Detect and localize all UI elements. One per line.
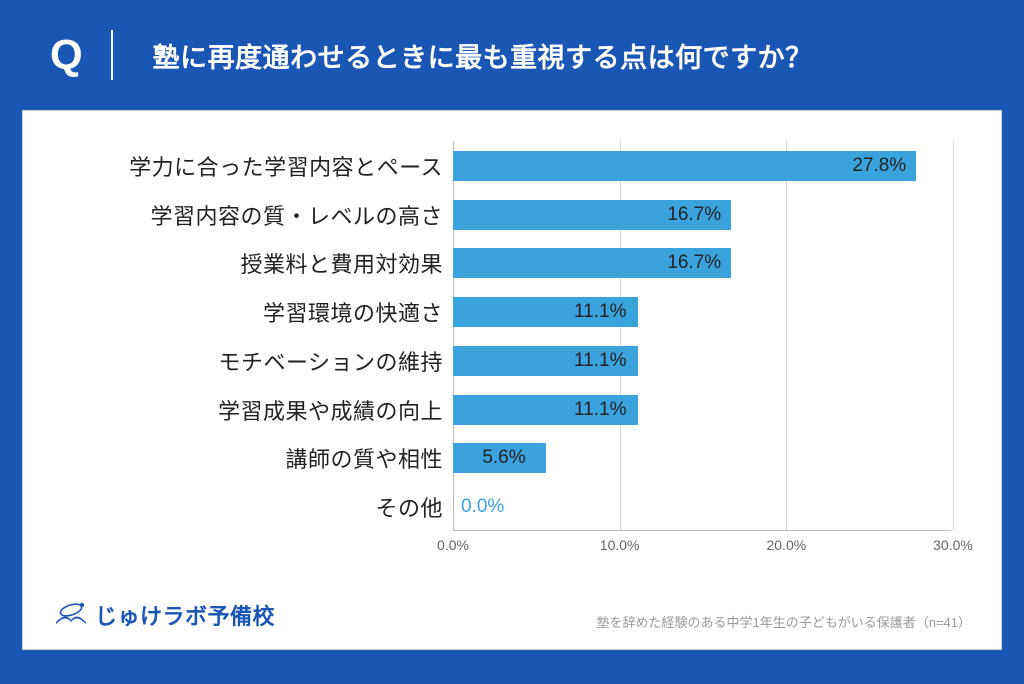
question-header: Q 塾に再度通わせるときに最も重視する点は何ですか？ (0, 0, 1024, 110)
logo: じゅけラボ予備校 (53, 599, 275, 631)
chart-row: その他 0.0% (53, 483, 971, 532)
value-label: 11.1% (574, 399, 626, 421)
x-tick-label: 0.0% (437, 537, 469, 553)
value-label: 0.0% (461, 496, 504, 518)
chart-row: 授業料と費用対効果 16.7% (53, 239, 971, 288)
category-label: その他 (53, 491, 443, 523)
category-label: 学習内容の質・レベルの高さ (53, 199, 443, 231)
value-label: 5.6% (482, 447, 525, 469)
category-label: 講師の質や相性 (53, 442, 443, 474)
card-footer: じゅけラボ予備校 塾を辞めた経験のある中学1年生の子どもがいる保護者（n=41） (53, 599, 971, 631)
category-label: 学習成果や成績の向上 (53, 394, 443, 426)
chart-card: 0.0% 10.0% 20.0% 30.0% 学力に合った学習内容とペース 27.8% 学習… (22, 110, 1002, 650)
chart-row: 学習環境の快適さ 11.1% (53, 288, 971, 337)
category-label: モチベーションの維持 (53, 345, 443, 377)
book-icon (53, 600, 89, 630)
chart-row: 学力に合った学習内容とペース 27.8% (53, 141, 971, 190)
chart-row: 学習内容の質・レベルの高さ 16.7% (53, 190, 971, 239)
q-mark: Q (50, 30, 113, 80)
bar (453, 151, 916, 181)
question-text: 塾に再度通わせるときに最も重視する点は何ですか？ (113, 36, 813, 75)
chart-row: モチベーションの維持 11.1% (53, 336, 971, 385)
x-tick-label: 30.0% (933, 537, 973, 553)
chart-row: 学習成果や成績の向上 11.1% (53, 385, 971, 434)
value-label: 16.7% (667, 204, 721, 226)
logo-text: じゅけラボ予備校 (95, 599, 275, 631)
value-label: 16.7% (667, 252, 721, 274)
category-label: 授業料と費用対効果 (53, 247, 443, 279)
footnote: 塾を辞めた経験のある中学1年生の子どもがいる保護者（n=41） (596, 612, 971, 631)
x-tick-label: 10.0% (600, 537, 640, 553)
value-label: 11.1% (574, 350, 626, 372)
value-label: 27.8% (852, 155, 906, 177)
category-label: 学力に合った学習内容とペース (53, 150, 443, 182)
category-label: 学習環境の快適さ (53, 296, 443, 328)
bar-chart: 0.0% 10.0% 20.0% 30.0% 学力に合った学習内容とペース 27.8% 学習… (53, 141, 971, 561)
chart-row: 講師の質や相性 5.6% (53, 434, 971, 483)
x-tick-label: 20.0% (766, 537, 806, 553)
value-label: 11.1% (574, 301, 626, 323)
